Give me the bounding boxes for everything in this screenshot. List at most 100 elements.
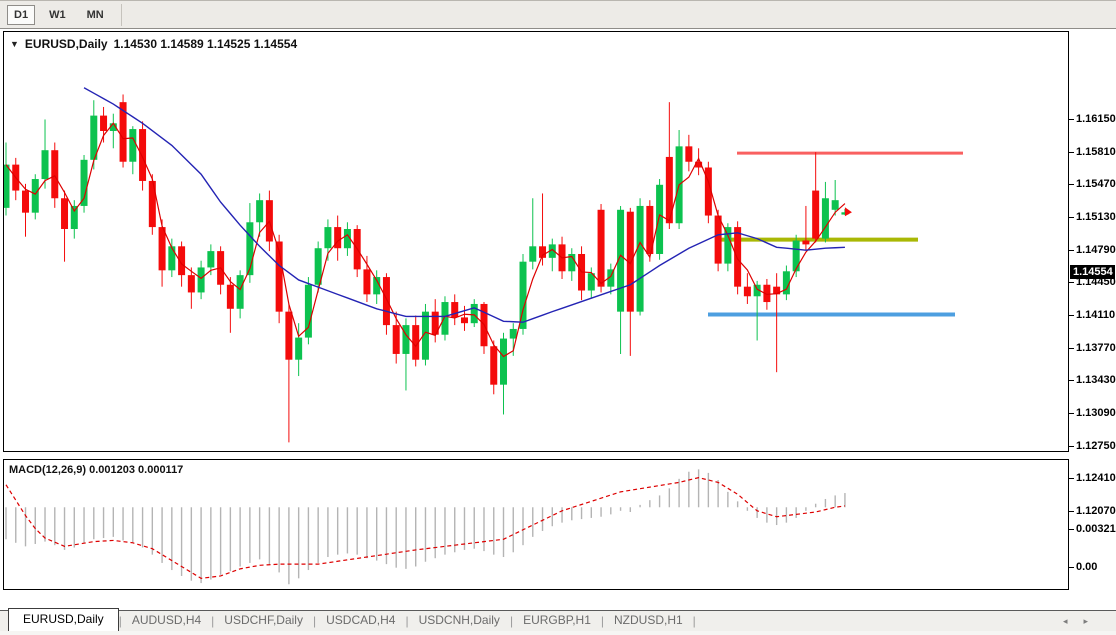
price-axis-label: 1.15810 (1076, 145, 1116, 158)
price-axis-label: 1.13770 (1076, 341, 1116, 354)
candle-body (236, 275, 244, 309)
tab-separator: | (600, 614, 604, 628)
candle-body (187, 275, 195, 293)
tab-separator: | (405, 614, 409, 628)
candle-body (139, 129, 147, 181)
tab-scroll-right-icon[interactable]: ▸ (1083, 616, 1088, 626)
chart-tab-usdcad[interactable]: USDCAD,H4 (326, 613, 396, 627)
chart-header: ▼ EURUSD,Daily 1.14530 1.14589 1.14525 1… (10, 37, 297, 51)
candle-body (421, 311, 429, 360)
candle-body (519, 261, 527, 329)
macd-indicator-panel[interactable]: MACD(12,26,9) 0.001203 0.000117 (3, 459, 1069, 590)
price-axis-tick (1069, 282, 1074, 284)
candle-body (773, 286, 781, 295)
candle-body (412, 325, 420, 360)
candle-body (285, 311, 293, 360)
chart-ohlc-values: 1.14530 1.14589 1.14525 1.14554 (113, 37, 298, 51)
candle-body (646, 205, 654, 254)
candle-body (119, 102, 127, 162)
macd-chart[interactable] (4, 460, 1068, 589)
timeframe-button-d1[interactable]: D1 (7, 4, 36, 25)
candle-body (392, 325, 400, 354)
price-marker-arrow-icon (844, 207, 852, 217)
tab-separator: | (312, 614, 317, 628)
candle-body (324, 227, 332, 249)
candle-body (597, 209, 605, 287)
candle-body (275, 241, 283, 312)
chart-tab-usdchf[interactable]: USDCHF,Daily (224, 613, 303, 627)
price-axis-label: 1.12750 (1076, 439, 1116, 452)
candle-body (90, 115, 98, 160)
price-axis-label: 1.15130 (1076, 210, 1116, 223)
candle-body (529, 246, 537, 262)
status-strip (0, 631, 1116, 635)
candle-body (792, 240, 800, 272)
slow-ma-line (83, 87, 845, 323)
price-chart-panel[interactable]: ▼ EURUSD,Daily 1.14530 1.14589 1.14525 1… (3, 31, 1069, 452)
tab-separator: | (509, 614, 514, 628)
timeframe-button-w1[interactable]: W1 (49, 8, 66, 21)
macd-axis-tick (1069, 529, 1074, 531)
candle-body (31, 179, 39, 213)
price-axis-tick (1069, 151, 1074, 153)
chart-tab-usdcnh[interactable]: USDCNH,Daily (418, 613, 500, 627)
tab-scroll-left-icon[interactable]: ◂ (1062, 616, 1068, 626)
candle-body (207, 251, 215, 268)
candle-body (158, 227, 166, 271)
tab-separator: | (692, 614, 696, 628)
price-axis-label: 1.12410 (1076, 472, 1116, 485)
candle-body (734, 227, 742, 287)
chart-tab-bar: EURUSD,Daily | AUDUSD,H4 | USDCHF,Daily | USDC… (0, 608, 1116, 631)
chevron-down-icon[interactable]: ▼ (10, 39, 19, 49)
candle-body (197, 267, 205, 293)
candle-body (704, 167, 712, 216)
candle-body (470, 303, 478, 324)
candle-body (500, 338, 508, 385)
current-price-tag: 1.14554 (1070, 265, 1115, 280)
price-axis-tick (1069, 445, 1074, 447)
timeframe-toolbar: D1 W1 MN (0, 0, 1116, 29)
candle-body (743, 286, 751, 297)
chart-tab-eurusd[interactable]: EURUSD,Daily (8, 608, 119, 631)
candle-body (295, 337, 303, 360)
candle-body (178, 246, 186, 276)
candle-body (607, 269, 615, 287)
candle-body (539, 246, 547, 258)
candle-body (382, 277, 390, 326)
macd-header: MACD(12,26,9) 0.001203 0.000117 (9, 464, 183, 476)
price-axis-tick (1069, 314, 1074, 316)
candle-body (431, 311, 439, 335)
macd-axis-tick (1069, 567, 1074, 569)
candle-body (665, 156, 673, 224)
candle-body (460, 317, 468, 324)
candle-body (509, 328, 517, 339)
candlestick-chart[interactable] (4, 32, 1068, 451)
price-axis-tick (1069, 216, 1074, 218)
price-axis-tick (1069, 412, 1074, 414)
candle-body (812, 190, 820, 239)
chart-tab-nzdusd[interactable]: NZDUSD,H1 (614, 613, 683, 627)
price-axis-label: 1.14450 (1076, 276, 1116, 289)
candle-body (70, 205, 78, 230)
price-axis-label: 1.13090 (1076, 406, 1116, 419)
candle-body (41, 150, 49, 180)
candle-body (821, 198, 829, 239)
macd-values: 0.001203 0.000117 (89, 464, 184, 476)
price-axis-tick (1069, 184, 1074, 186)
chart-symbol-label: EURUSD,Daily (24, 37, 108, 51)
candle-body (226, 284, 234, 309)
candle-body (100, 115, 108, 131)
fast-ma-line (5, 122, 846, 358)
candle-body (148, 180, 156, 228)
candle-body (80, 159, 88, 206)
candle-body (587, 273, 595, 291)
chart-tab-audusd[interactable]: AUDUSD,H4 (131, 613, 202, 627)
chart-tab-eurgbp[interactable]: EURGBP,H1 (523, 613, 591, 627)
macd-signal-line (5, 477, 846, 579)
candle-body (314, 248, 322, 285)
candle-body (656, 184, 664, 254)
price-axis-label: 1.14110 (1076, 308, 1116, 321)
candle-body (304, 284, 312, 338)
timeframe-button-mn[interactable]: MN (86, 8, 104, 21)
